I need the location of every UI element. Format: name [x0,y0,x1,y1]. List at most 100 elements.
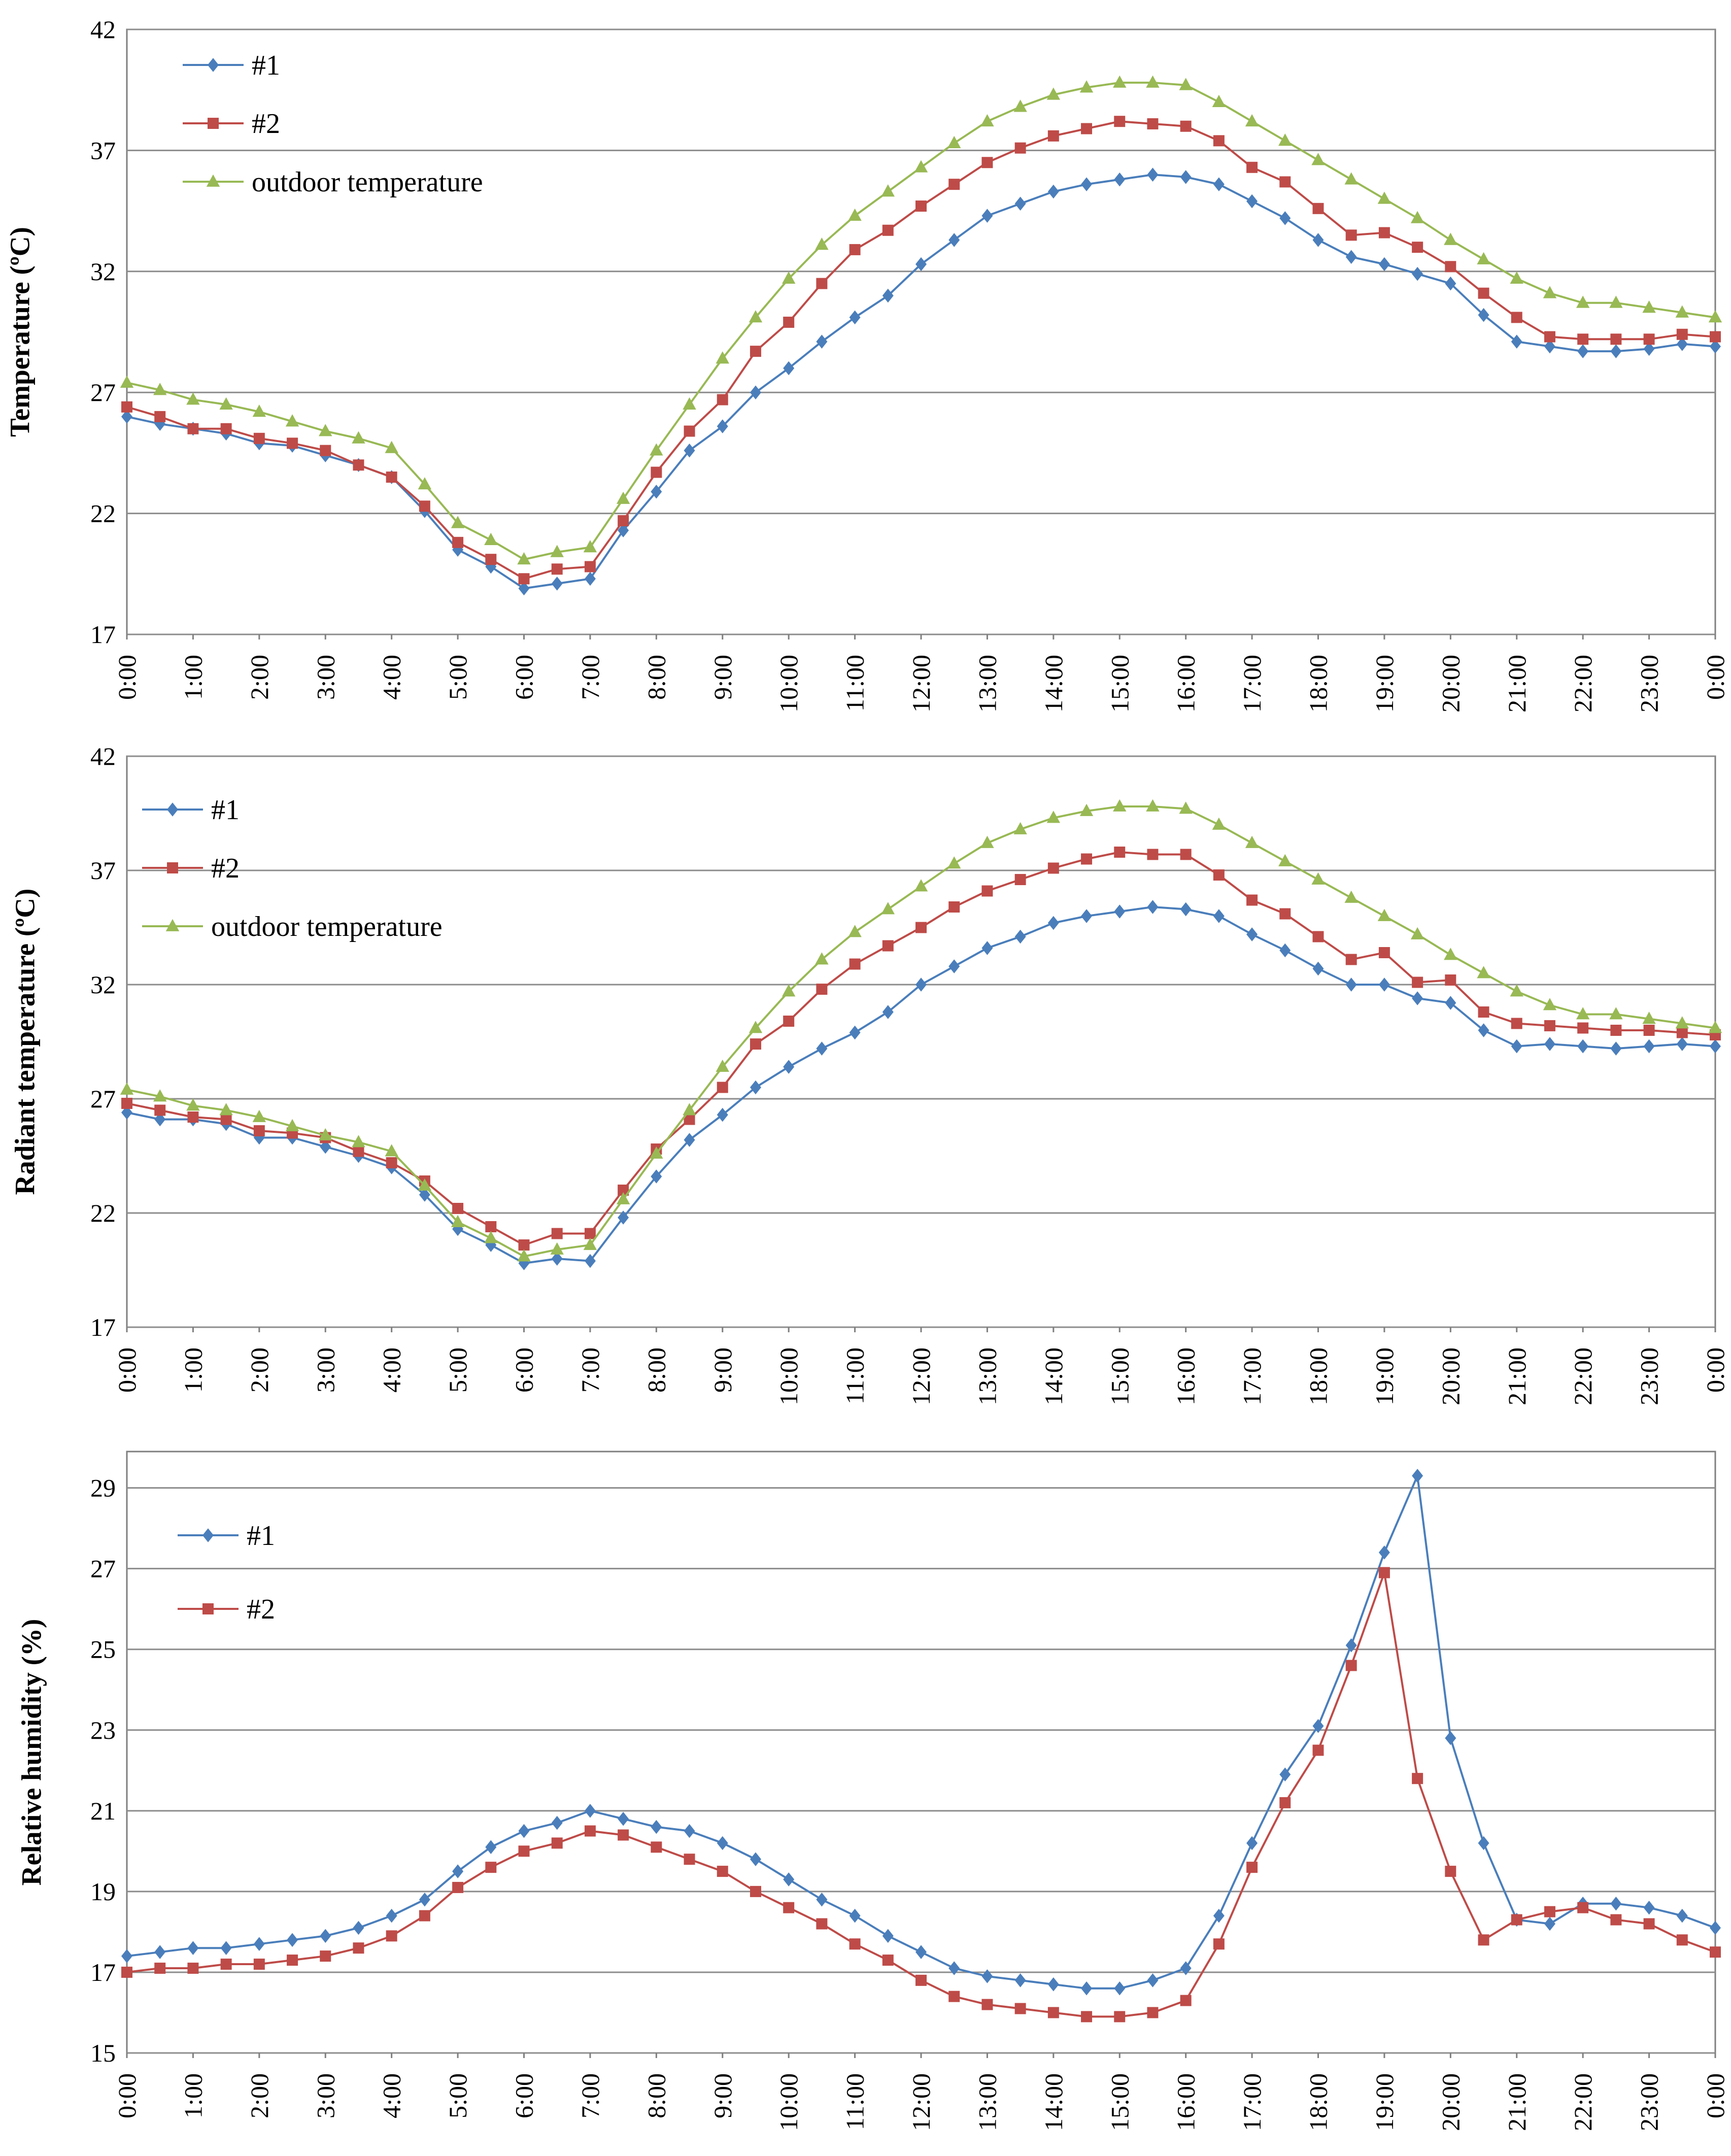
data-point [1180,1961,1192,1975]
data-point [948,233,960,247]
legend-marker [206,174,220,187]
data-point [1147,118,1159,129]
x-tick-label: 17:00 [1238,655,1266,713]
data-point [1114,847,1126,858]
data-point [1213,1938,1225,1950]
data-point [451,516,465,528]
data-point [1643,1918,1655,1930]
data-point [287,437,298,449]
data-point [684,1854,695,1865]
legend-label: #1 [211,794,240,826]
data-point [287,1955,298,1966]
data-point [154,1112,166,1127]
data-point [452,536,464,548]
x-tick-label: 7:00 [576,655,604,700]
data-point [584,1254,596,1268]
legend-label: outdoor temperature [252,166,483,198]
data-point [1544,1916,1555,1931]
data-point [1081,2011,1093,2023]
x-tick-label: 1:00 [179,1348,207,1393]
data-point [1345,954,1357,965]
x-tick-label: 16:00 [1172,655,1200,713]
data-point [1147,1973,1159,1987]
data-point [1147,2007,1159,2018]
data-point [485,1221,497,1232]
x-tick-label: 4:00 [378,1348,406,1393]
data-point [849,958,861,970]
series-line-1 [126,174,1716,590]
data-point [1710,339,1721,354]
data-point [320,1139,331,1154]
data-point [1345,229,1357,241]
data-point [1245,835,1259,848]
data-point [120,1082,134,1095]
data-point [253,1125,265,1136]
x-tick-label: 0:00 [113,1348,141,1393]
x-tick-label: 8:00 [642,1348,670,1393]
data-point [1014,142,1026,154]
series-line-1 [126,905,1716,1265]
data-point [1081,909,1093,923]
data-point [948,179,960,190]
x-tick-label: 20:00 [1436,1348,1465,1405]
data-point [219,1103,233,1116]
data-point [1246,161,1258,173]
y-tick-label: 29 [90,1474,116,1502]
data-point [1246,894,1258,906]
data-point [320,445,331,456]
data-point [1577,1902,1589,1913]
x-tick-label: 8:00 [642,655,670,700]
data-point [1642,300,1656,313]
data-point [1676,1934,1688,1946]
series-line-1 [126,1472,1716,1990]
data-point [881,184,895,197]
data-point [252,405,266,417]
data-point [121,1105,132,1120]
data-point [881,902,895,915]
data-point [1544,1906,1555,1917]
data-point [220,1114,232,1125]
data-point [386,1930,397,1942]
data-point [187,1941,199,1955]
data-point [485,554,497,565]
x-tick-label: 12:00 [907,655,935,713]
data-point [717,1836,728,1850]
data-point [1180,120,1192,132]
data-point [650,1146,663,1159]
data-point [1412,266,1423,281]
data-point [882,1955,894,1966]
x-tick-label: 4:00 [378,2073,406,2118]
data-point [386,1157,397,1168]
data-point [1610,1914,1622,1926]
data-point [980,835,994,848]
x-tick-label: 23:00 [1635,2073,1664,2131]
data-point [1344,172,1358,185]
y-tick-label: 23 [90,1716,116,1744]
data-point [816,984,828,995]
data-point [253,1937,265,1951]
x-tick-label: 3:00 [311,2073,340,2118]
data-point [1676,328,1688,340]
legend-marker [167,862,178,873]
data-point [1511,1914,1522,1926]
data-point [651,466,662,478]
data-point [1412,1773,1423,1784]
data-point [849,310,861,325]
x-tick-label: 21:00 [1503,655,1531,713]
data-point [816,278,828,289]
data-point [1378,978,1390,992]
data-point [1079,803,1094,816]
data-point [1445,1866,1456,1877]
data-point [684,1824,695,1838]
data-point [551,1837,563,1849]
data-point [914,879,928,892]
data-point [947,136,961,148]
data-point [1511,1039,1522,1054]
series-line-3 [126,805,1716,1258]
data-point [783,1872,795,1886]
data-point [1014,874,1026,885]
data-point [651,484,662,499]
data-point [419,500,430,512]
data-point [1147,900,1159,914]
